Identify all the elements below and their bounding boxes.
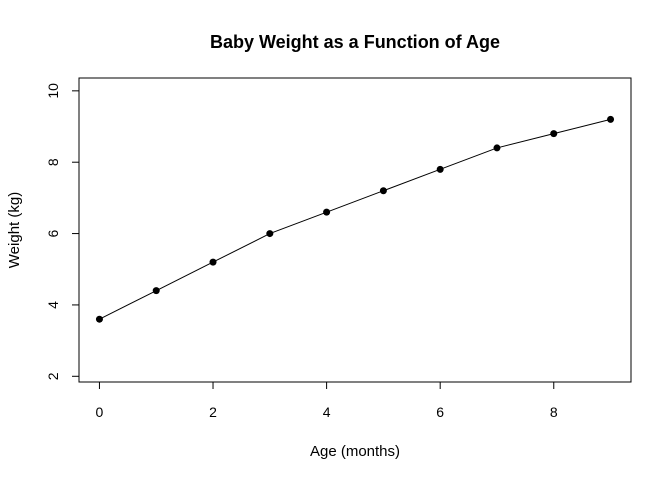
y-tick-label: 6 xyxy=(45,229,61,237)
data-point xyxy=(550,130,558,138)
data-point xyxy=(493,144,501,152)
y-tick-label: 4 xyxy=(45,301,61,309)
data-point xyxy=(152,287,160,295)
y-tick-label: 2 xyxy=(45,372,61,380)
data-point xyxy=(436,165,444,173)
x-tick-label: 4 xyxy=(323,404,331,420)
data-point xyxy=(209,258,217,266)
y-tick-label: 8 xyxy=(45,158,61,166)
y-axis-label: Weight (kg) xyxy=(6,192,23,268)
x-axis: 0 2 4 6 8 xyxy=(96,381,558,420)
y-tick-label: 10 xyxy=(45,83,61,99)
x-tick-label: 6 xyxy=(436,404,444,420)
data-point xyxy=(95,315,103,323)
series-line xyxy=(99,118,611,320)
data-point xyxy=(607,115,615,123)
plot-frame xyxy=(78,77,632,383)
chart-title: Baby Weight as a Function of Age xyxy=(210,32,500,52)
x-tick-label: 0 xyxy=(96,404,104,420)
x-axis-label: Age (months) xyxy=(310,443,400,460)
y-axis: 2 4 6 8 10 xyxy=(45,83,80,380)
data-point xyxy=(323,208,331,216)
data-point xyxy=(266,230,274,238)
data-points xyxy=(95,115,615,323)
x-tick-label: 2 xyxy=(209,404,217,420)
data-point xyxy=(379,187,387,195)
x-tick-label: 8 xyxy=(550,404,558,420)
